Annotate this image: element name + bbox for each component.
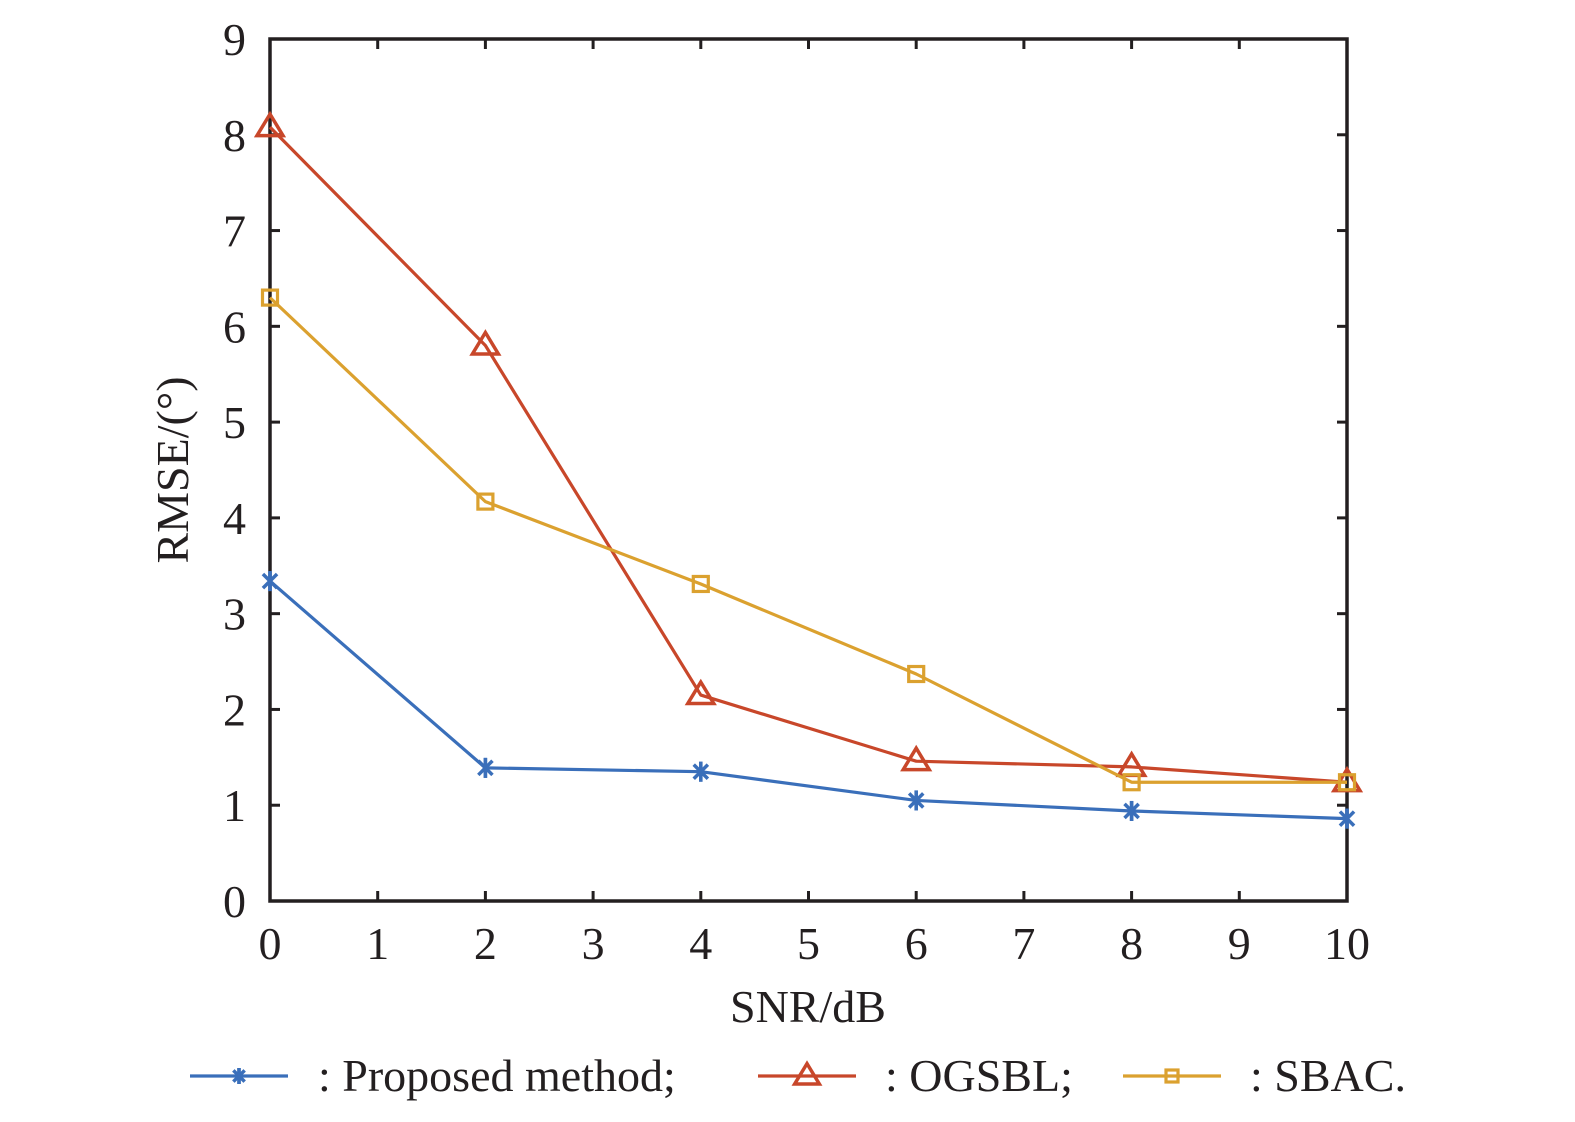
data-point <box>907 790 925 811</box>
legend-item: : SBAC. <box>1123 1050 1406 1101</box>
y-tick-label: 4 <box>223 493 246 544</box>
x-tick-label: 10 <box>1324 918 1370 969</box>
series-layer <box>253 110 1364 829</box>
y-axis-ticks: 0 1 2 3 4 5 6 7 8 9 <box>223 14 1347 927</box>
x-tick-label: 3 <box>582 918 605 969</box>
legend-item: : OGSBL; <box>758 1050 1073 1101</box>
y-tick-label: 3 <box>223 589 246 640</box>
series-line <box>268 125 1348 784</box>
data-point <box>1122 773 1141 792</box>
x-axis-ticks: 0 1 2 3 4 5 6 7 8 9 10 <box>259 39 1370 969</box>
y-tick-label: 9 <box>223 14 246 65</box>
legend-marker <box>1164 1068 1180 1084</box>
x-tick-label: 2 <box>474 918 497 969</box>
data-point <box>261 571 279 592</box>
x-tick-label: 6 <box>905 918 928 969</box>
data-point <box>1338 808 1356 829</box>
data-point <box>253 110 287 138</box>
x-tick-label: 1 <box>366 918 389 969</box>
x-tick-label: 5 <box>797 918 820 969</box>
y-tick-label: 2 <box>223 684 246 735</box>
x-tick-label: 9 <box>1228 918 1251 969</box>
x-tick-label: 4 <box>689 918 712 969</box>
legend: : Proposed method; : OGSBL; : SBAC. <box>190 1050 1406 1101</box>
series-line <box>268 579 1348 821</box>
x-tick-label: 7 <box>1012 918 1035 969</box>
x-tick-label: 0 <box>259 918 282 969</box>
legend-label: : SBAC. <box>1250 1050 1406 1101</box>
series-asterisk <box>261 571 1356 829</box>
data-point <box>907 664 926 684</box>
data-point <box>476 492 495 511</box>
data-point <box>469 329 502 356</box>
data-point <box>691 574 710 594</box>
x-axis-label: SNR/dB <box>730 981 886 1032</box>
legend-item: : Proposed method; <box>190 1050 676 1101</box>
y-tick-label: 0 <box>223 876 246 927</box>
series-line <box>268 296 1347 784</box>
series-square <box>260 288 1357 792</box>
y-tick-label: 7 <box>223 206 246 257</box>
data-point <box>692 761 710 782</box>
data-point <box>684 678 717 706</box>
legend-marker <box>232 1068 246 1084</box>
legend-marker <box>791 1060 823 1086</box>
y-tick-label: 6 <box>223 301 246 352</box>
data-point <box>260 288 280 307</box>
legend-label: : OGSBL; <box>885 1050 1073 1101</box>
data-point <box>900 744 933 772</box>
y-tick-label: 8 <box>223 110 246 161</box>
data-point <box>1123 800 1140 821</box>
x-tick-label: 8 <box>1120 918 1143 969</box>
y-tick-label: 5 <box>223 397 246 448</box>
y-tick-label: 1 <box>223 780 246 831</box>
data-point <box>1337 773 1357 792</box>
y-axis-label: RMSE/(°) <box>147 376 198 563</box>
series-triangle <box>253 110 1364 793</box>
data-point <box>477 757 494 778</box>
legend-label: : Proposed method; <box>318 1050 676 1101</box>
data-point <box>1115 750 1148 778</box>
